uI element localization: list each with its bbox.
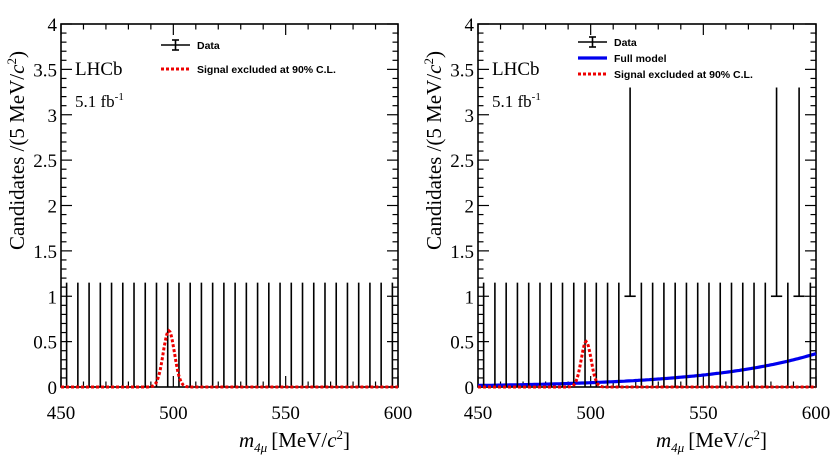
right-data-series	[482, 87, 812, 387]
left-ytick-label: 2.5	[33, 151, 57, 172]
right-xtick-label: 600	[802, 403, 831, 424]
left-signal-curve	[61, 328, 398, 389]
left-ytick-label: 0	[48, 378, 58, 399]
left-data-series	[65, 282, 394, 387]
left-legend-signal-label: Signal excluded at 90% C.L.	[197, 64, 336, 76]
right-ytick-label: 3	[465, 106, 475, 127]
left-legend-data-marker	[161, 39, 190, 51]
right-panel: 0 0.5 1 1.5 2 2.5 3 3.5 4 450 500 550 600 Data Full…	[421, 15, 830, 455]
right-axis-ticks	[477, 23, 817, 388]
right-xtick-label: 450	[464, 403, 493, 424]
left-ytick-label: 3	[48, 106, 58, 127]
right-xtick-label: 500	[576, 403, 605, 424]
left-ytick-label: 3.5	[33, 60, 57, 81]
left-panel: 0 0.5 1 1.5 2 2.5 3 3.5 4 450 500 550 600 Data Sign…	[4, 15, 412, 455]
right-ytick-label: 0	[465, 378, 475, 399]
left-ytick-label: 2	[48, 197, 58, 218]
right-legend-data-label: Data	[614, 37, 637, 49]
right-signal-curve	[478, 339, 816, 389]
left-experiment-label: LHCb	[75, 59, 123, 80]
right-legend-signal-label: Signal excluded at 90% C.L.	[614, 69, 753, 81]
right-full-model-curve	[477, 352, 817, 388]
left-xtick-label: 450	[47, 403, 76, 424]
left-xtick-label: 500	[159, 403, 188, 424]
left-luminosity-label: 5.1 fb-1	[75, 91, 124, 111]
left-legend: Data Signal excluded at 90% C.L.	[161, 39, 336, 76]
left-x-tick-labels: 450 500 550 600	[47, 403, 413, 424]
right-ytick-label: 2.5	[450, 151, 474, 172]
right-legend-data-marker	[578, 36, 607, 48]
left-ytick-label: 1	[48, 287, 58, 308]
left-y-tick-labels: 0 0.5 1 1.5 2 2.5 3 3.5 4	[33, 15, 57, 399]
right-x-tick-labels: 450 500 550 600	[464, 403, 831, 424]
left-legend-data-label: Data	[197, 40, 220, 52]
right-ytick-label: 2	[465, 197, 475, 218]
right-xtick-label: 550	[689, 403, 718, 424]
right-ytick-label: 1	[465, 287, 475, 308]
right-legend: Data Full model Signal excluded at 90% C…	[578, 36, 753, 81]
right-y-axis-label: Candidates /(5 MeV/c2)	[421, 51, 446, 250]
left-y-axis-label: Candidates /(5 MeV/c2)	[4, 51, 29, 250]
right-ytick-label: 1.5	[450, 242, 474, 263]
left-x-axis-label: m4μ [MeV/c2]	[239, 427, 350, 455]
right-experiment-label: LHCb	[492, 59, 540, 80]
right-ytick-label: 3.5	[450, 60, 474, 81]
right-ytick-label: 4	[465, 15, 475, 36]
left-xtick-label: 550	[271, 403, 300, 424]
right-y-tick-labels: 0 0.5 1 1.5 2 2.5 3 3.5 4	[450, 15, 474, 399]
left-xtick-label: 600	[384, 403, 413, 424]
right-luminosity-label: 5.1 fb-1	[492, 91, 541, 111]
right-legend-model-label: Full model	[614, 53, 667, 65]
left-ytick-label: 1.5	[33, 242, 57, 263]
right-ytick-label: 0.5	[450, 333, 474, 354]
right-x-axis-label: m4μ [MeV/c2]	[656, 427, 767, 455]
left-ytick-label: 0.5	[33, 333, 57, 354]
left-ytick-label: 4	[48, 15, 58, 36]
